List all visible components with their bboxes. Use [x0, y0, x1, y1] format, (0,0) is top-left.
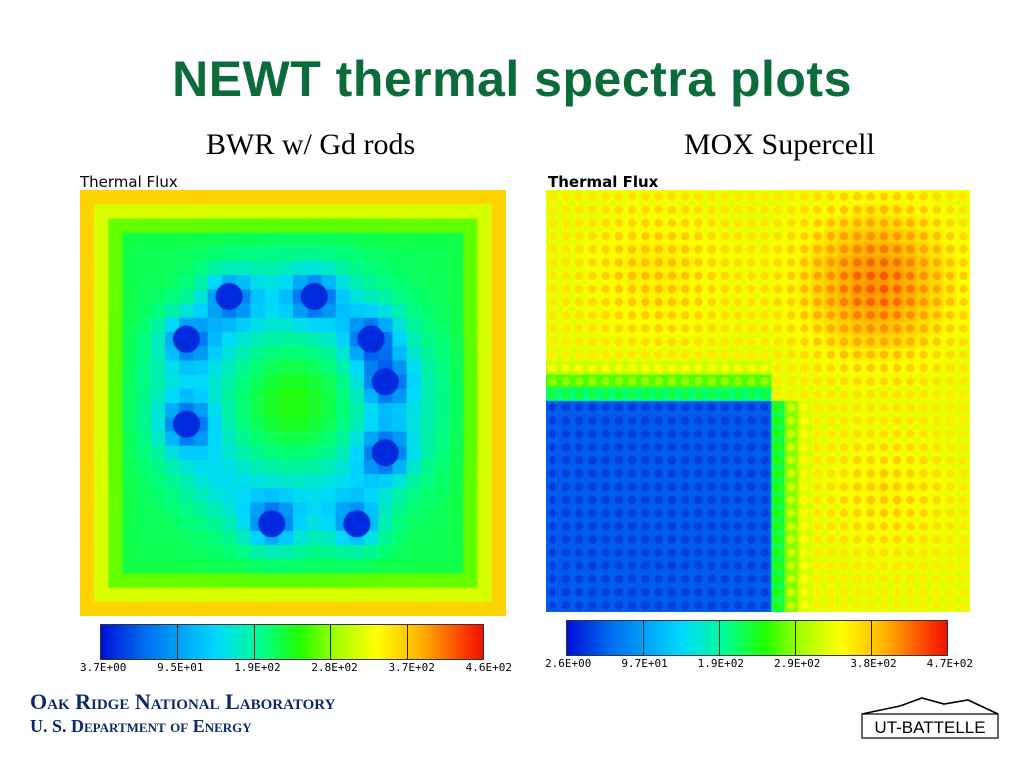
right-panel-label: Thermal Flux: [548, 173, 659, 191]
right-tick-label: 2.9E+02: [773, 657, 821, 670]
slide-title: NEWT thermal spectra plots: [172, 51, 852, 107]
right-tick-label: 4.7E+02: [926, 657, 973, 670]
left-tick-label: 1.9E+02: [234, 661, 281, 674]
left-tick-label: 9.5E+01: [157, 661, 204, 674]
right-tick-label: 1.9E+02: [697, 657, 745, 670]
right-colorbar: [566, 620, 948, 656]
right-tick-label: 2.6E+00: [545, 657, 592, 670]
bwr-thermal-flux-map: [80, 190, 506, 616]
ut-battelle-logo: UT-BATTELLE: [861, 697, 999, 739]
right-colorbar-ticks: 2.6E+00 9.7E+01 1.9E+02 2.9E+02 3.8E+02 …: [545, 657, 973, 670]
left-tick-label: 2.8E+02: [311, 661, 358, 674]
left-tick-label: 4.6E+02: [465, 661, 512, 674]
right-tick-label: 3.8E+02: [850, 657, 897, 670]
left-subtitle: BWR w/ Gd rods: [206, 128, 416, 161]
lab-name: Oak Ridge National Laboratory: [30, 689, 336, 714]
department-name: U. S. Department of Energy: [30, 716, 252, 736]
left-tick-label: 3.7E+02: [388, 661, 435, 674]
ut-battelle-logo-text: UT-BATTELLE: [874, 718, 985, 737]
left-colorbar-ticks: 3.7E+00 9.5E+01 1.9E+02 2.8E+02 3.7E+02 …: [80, 661, 512, 674]
left-panel-label: Thermal Flux: [80, 173, 178, 191]
left-tick-label: 3.7E+00: [80, 661, 127, 674]
left-colorbar: [100, 624, 484, 660]
right-subtitle: MOX Supercell: [684, 128, 875, 161]
mox-thermal-flux-map: [546, 190, 970, 612]
right-tick-label: 9.7E+01: [621, 657, 668, 670]
